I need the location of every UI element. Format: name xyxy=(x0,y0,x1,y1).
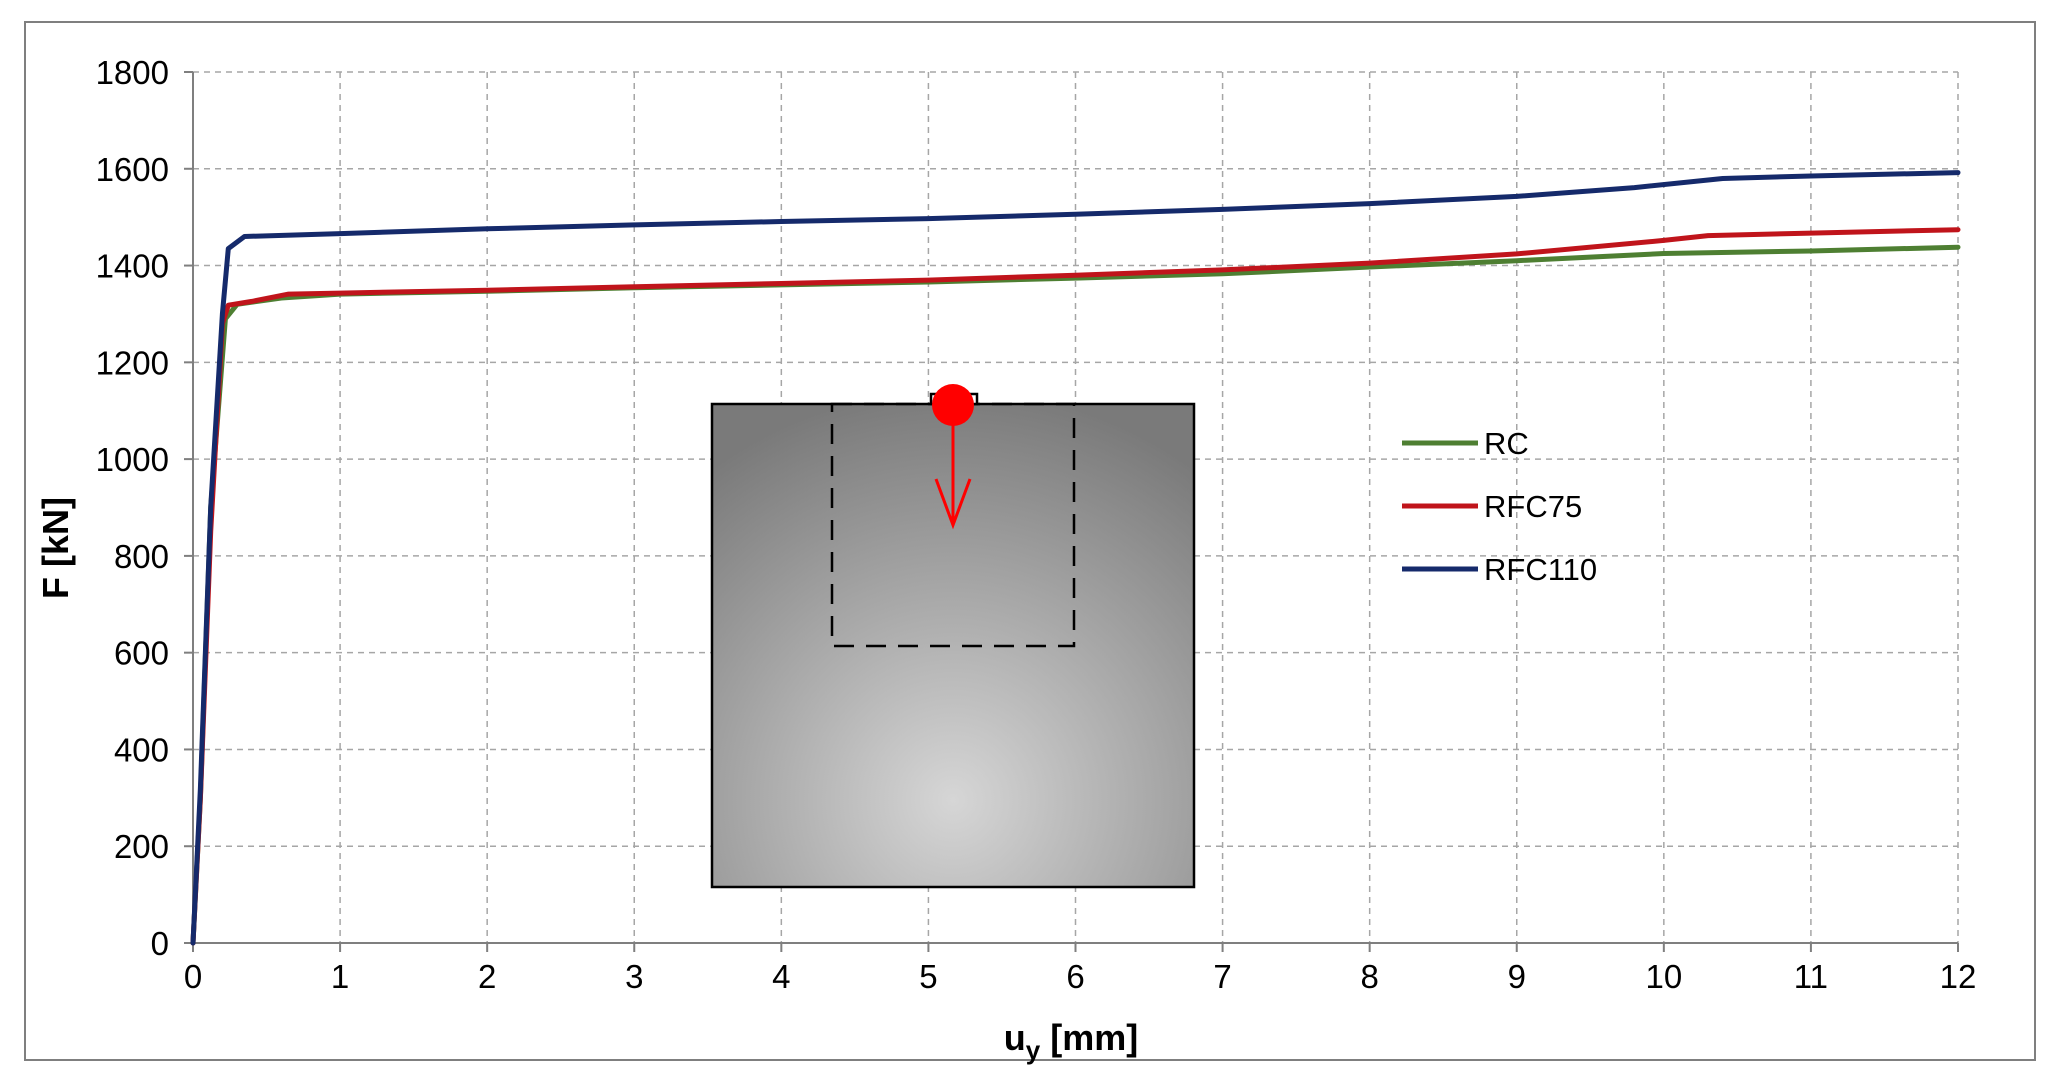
inset-loaded-area xyxy=(830,402,1076,648)
legend-label-rc: RC xyxy=(1484,426,1529,461)
y-tick-label: 1200 xyxy=(96,344,169,381)
y-tick-label: 600 xyxy=(114,635,169,672)
y-axis-title: F [kN] xyxy=(35,497,76,599)
series-line-rfc110 xyxy=(190,170,1961,946)
x-axis-title: uy [mm] xyxy=(1004,1017,1138,1065)
x-tick-label: 11 xyxy=(1794,958,1828,995)
y-tick-label: 0 xyxy=(151,925,169,962)
x-axis-title-unit: [mm] xyxy=(1040,1017,1138,1058)
x-tick-label: 7 xyxy=(1213,958,1231,995)
x-tick-label: 8 xyxy=(1360,958,1378,995)
y-tick-label: 1000 xyxy=(96,441,169,478)
series-lines xyxy=(190,170,1961,946)
x-tick-label: 2 xyxy=(478,958,496,995)
y-tick-label: 1400 xyxy=(96,248,169,285)
y-tick-label: 800 xyxy=(114,538,169,575)
legend: RC RFC75 RFC110 xyxy=(1402,426,1597,587)
x-tick-label: 5 xyxy=(919,958,937,995)
load-arrow-head xyxy=(934,478,972,530)
x-tick-label: 12 xyxy=(1940,958,1977,995)
y-tick-label: 200 xyxy=(114,828,169,865)
x-tick-label: 10 xyxy=(1645,958,1682,995)
y-tick-label: 400 xyxy=(114,731,169,768)
tick-labels: 0 1 2 3 4 5 6 7 8 9 10 11 12020040060080010001200140… xyxy=(96,54,1977,995)
x-tick-label: 6 xyxy=(1066,958,1084,995)
x-axis-title-subscript: y xyxy=(1026,1035,1041,1065)
axes xyxy=(184,71,1959,952)
x-tick-label: 4 xyxy=(772,958,790,995)
inset-illustration xyxy=(710,384,1196,889)
x-axis-title-main: u xyxy=(1004,1017,1026,1058)
y-tick-label: 1800 xyxy=(96,54,169,91)
load-point-marker xyxy=(932,384,974,426)
y-tick-label: 1600 xyxy=(96,151,169,188)
legend-label-rfc110: RFC110 xyxy=(1484,552,1597,587)
x-tick-label: 9 xyxy=(1508,958,1526,995)
legend-label-rfc75: RFC75 xyxy=(1484,489,1582,524)
x-tick-label: 1 xyxy=(331,958,349,995)
x-tick-label: 0 xyxy=(184,958,202,995)
x-tick-label: 3 xyxy=(625,958,643,995)
